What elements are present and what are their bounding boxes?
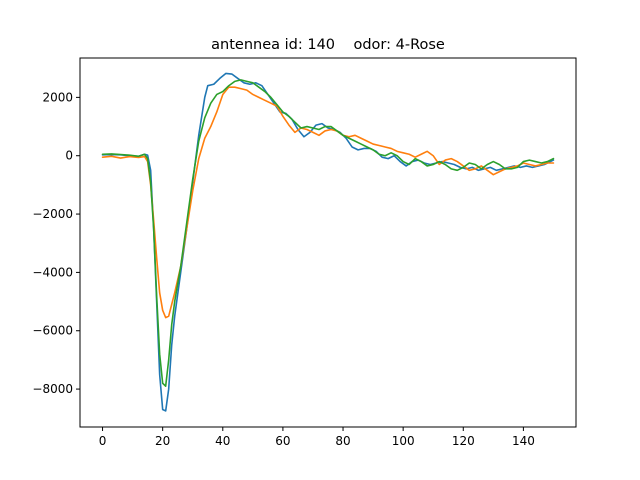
x-axis: 0 20 40 60 80 100 120 140 xyxy=(99,427,535,448)
x-tick-label: 60 xyxy=(275,434,290,448)
series-line-3 xyxy=(101,79,555,387)
x-tick-label: 80 xyxy=(335,434,350,448)
y-tick-label: −6000 xyxy=(32,324,73,338)
y-tick-label: −8000 xyxy=(32,382,73,396)
series-layer xyxy=(101,72,555,412)
x-tick-label: 120 xyxy=(452,434,475,448)
chart-title: antennea id: 140 odor: 4-Rose xyxy=(211,37,445,53)
y-tick-label: −2000 xyxy=(32,207,73,221)
x-tick-label: 0 xyxy=(99,434,107,448)
series-line-1 xyxy=(101,72,555,412)
y-tick-label: 2000 xyxy=(42,90,73,104)
y-tick-label: 0 xyxy=(65,149,73,163)
x-tick-label: 20 xyxy=(155,434,170,448)
y-tick-label: −4000 xyxy=(32,265,73,279)
series-line-2 xyxy=(101,86,555,319)
plot-frame xyxy=(79,57,577,428)
x-tick-label: 100 xyxy=(392,434,415,448)
x-tick-label: 140 xyxy=(512,434,535,448)
x-tick-label: 40 xyxy=(215,434,230,448)
y-axis: 2000 0 −2000 −4000 −6000 −8000 xyxy=(32,90,80,396)
